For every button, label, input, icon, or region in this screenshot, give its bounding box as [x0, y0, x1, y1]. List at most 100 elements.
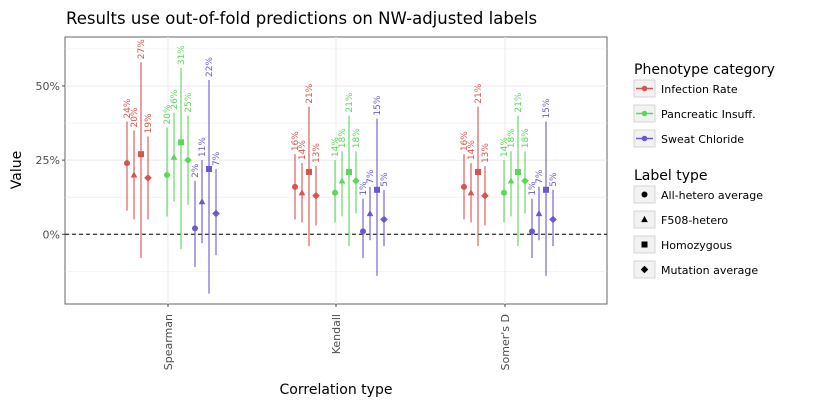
- data-label: 25%: [184, 92, 194, 112]
- data-label: 2%: [191, 163, 201, 178]
- y-tick-labels: 0% 25% 50%: [36, 80, 65, 241]
- data-label: 18%: [507, 128, 517, 148]
- y-tick-label: 25%: [36, 154, 60, 167]
- legend-key-marker: [641, 135, 648, 142]
- data-point: [306, 168, 312, 175]
- data-point: [170, 153, 178, 160]
- data-point: [292, 183, 298, 190]
- data-point: [529, 228, 535, 235]
- data-label: 14%: [500, 137, 510, 157]
- legend-phenotype-label: Pancreatic Insuff.: [661, 108, 756, 121]
- legend-label-type-label: F508-hetero: [661, 214, 728, 227]
- legend-label-type-title: Label type: [634, 168, 708, 184]
- data-point: [144, 174, 152, 182]
- data-point: [184, 156, 192, 164]
- series-group: 2%11%22%7%1%7%15%5%1%7%15%5%: [191, 57, 559, 294]
- data-point: [332, 189, 338, 196]
- data-label: 7%: [212, 151, 222, 166]
- legend-phenotype-label: Sweat Chloride: [661, 133, 744, 146]
- legend-label-type-label: Mutation average: [661, 264, 758, 277]
- legend-label-type-label: Homozygous: [661, 239, 732, 252]
- grid-layer: [65, 37, 607, 304]
- data-label: 14%: [298, 140, 308, 160]
- data-label: 7%: [535, 169, 545, 184]
- data-point: [178, 139, 184, 146]
- legend-key-marker: [641, 110, 648, 117]
- data-label: 13%: [481, 143, 491, 163]
- data-label: 15%: [373, 95, 383, 115]
- data-point: [360, 228, 366, 235]
- x-tick-labels: Spearman Kendall Somer's D: [162, 304, 512, 370]
- data-point: [507, 177, 515, 184]
- data-label: 24%: [123, 98, 133, 118]
- legend-phenotype: Phenotype category Infection Rate Pancrea…: [633, 62, 775, 148]
- data-point: [535, 209, 543, 217]
- data-label: 18%: [338, 128, 348, 148]
- series-group: 24%20%27%19%16%14%21%13%16%14%21%13%: [123, 39, 491, 259]
- data-label: 13%: [312, 143, 322, 163]
- data-point: [352, 177, 360, 185]
- data-label: 16%: [460, 131, 470, 151]
- legend-phenotype-label: Infection Rate: [661, 83, 738, 96]
- data-label: 27%: [137, 39, 147, 59]
- data-point: [312, 191, 320, 200]
- data-point: [515, 168, 521, 175]
- data-label: 14%: [467, 140, 477, 160]
- legend-shape-marker: [641, 241, 648, 248]
- legend-shape-marker: [641, 191, 648, 198]
- legend-label-type-label: All-hetero average: [661, 189, 763, 202]
- y-axis-label: Value: [9, 151, 25, 189]
- data-label: 21%: [305, 83, 315, 103]
- legend-shape-marker: [640, 265, 649, 274]
- data-label: 5%: [380, 172, 390, 187]
- data-label: 21%: [514, 92, 524, 112]
- data-label: 11%: [198, 137, 208, 157]
- data-label: 26%: [170, 89, 180, 109]
- data-point: [543, 186, 549, 193]
- legend-phenotype-title: Phenotype category: [634, 62, 775, 78]
- legend-key-marker: [641, 85, 648, 92]
- data-point: [346, 168, 352, 175]
- data-point: [461, 183, 467, 190]
- data-point: [380, 215, 388, 224]
- data-point: [338, 177, 346, 184]
- data-point: [481, 191, 489, 200]
- data-point: [298, 189, 306, 196]
- data-label: 21%: [345, 92, 355, 112]
- data-label: 31%: [177, 45, 187, 65]
- data-label: 1%: [528, 181, 538, 196]
- x-tick-label: Kendall: [330, 314, 343, 354]
- y-tick-label: 50%: [36, 80, 60, 93]
- data-point: [501, 189, 507, 196]
- data-point: [124, 160, 130, 167]
- data-label: 18%: [352, 128, 362, 148]
- data-label: 19%: [144, 113, 154, 133]
- data-label: 20%: [130, 107, 140, 127]
- x-axis-label: Correlation type: [280, 382, 393, 398]
- y-tick-label: 0%: [43, 228, 60, 241]
- data-point: [475, 168, 481, 175]
- data-point: [198, 198, 206, 205]
- data-label: 22%: [205, 57, 215, 77]
- data-point: [374, 186, 380, 193]
- data-point: [206, 166, 212, 173]
- data-marks: 24%20%27%19%16%14%21%13%16%14%21%13%20%2…: [123, 39, 559, 294]
- data-label: 1%: [359, 181, 369, 196]
- data-label: 7%: [366, 169, 376, 184]
- data-label: 21%: [474, 83, 484, 103]
- data-label: 16%: [291, 131, 301, 151]
- data-point: [130, 171, 138, 178]
- series-group: 20%26%31%25%14%18%21%18% 14%18%21%18%: [163, 45, 531, 250]
- data-label: 20%: [163, 104, 173, 124]
- data-label: 14%: [331, 137, 341, 157]
- data-point: [467, 189, 475, 196]
- data-point: [212, 209, 220, 218]
- data-point: [366, 209, 374, 217]
- x-tick-label: Somer's D: [499, 314, 512, 370]
- data-point: [164, 171, 170, 178]
- data-point: [192, 225, 198, 232]
- legend-shape-marker: [641, 215, 648, 223]
- data-point: [138, 151, 144, 158]
